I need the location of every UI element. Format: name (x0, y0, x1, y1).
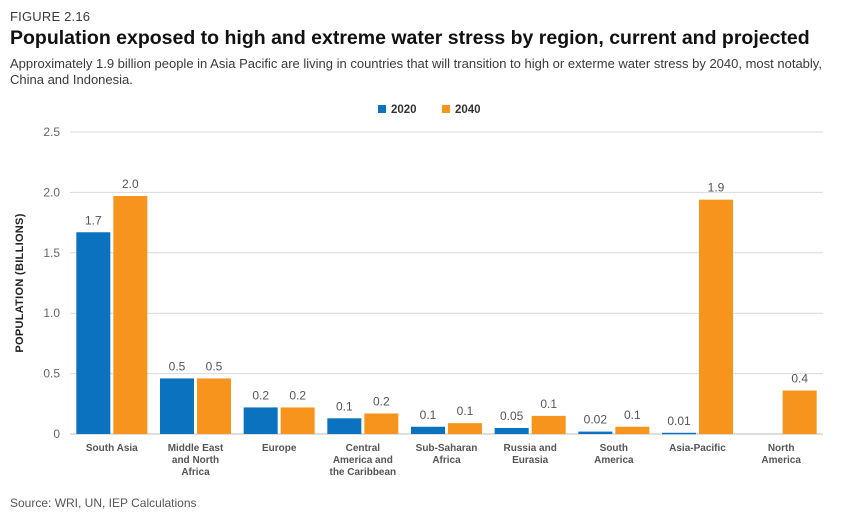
bar-2040 (699, 199, 733, 434)
x-tick-label: Europe (262, 443, 297, 454)
data-label: 0.5 (169, 359, 186, 373)
bar-2040 (364, 413, 399, 434)
data-label: 0.2 (252, 388, 269, 402)
bar-2040 (615, 426, 650, 434)
x-tick-label: South America (594, 443, 634, 466)
bar-2020 (327, 418, 362, 434)
x-tick-label: North America (761, 443, 801, 466)
bar-2020 (662, 432, 696, 435)
data-label: 2.0 (122, 177, 139, 191)
bar-2040 (782, 390, 817, 434)
data-label: 0.02 (584, 413, 608, 427)
data-label: 0.1 (336, 399, 353, 413)
data-label: 0.4 (791, 372, 808, 386)
data-label: 0.5 (206, 359, 223, 373)
legend-label: 2040 (455, 104, 481, 116)
bar-2020 (243, 407, 278, 434)
data-label: 0.01 (667, 414, 691, 428)
y-tick-label: 2.0 (43, 185, 60, 199)
legend-swatch-2040 (442, 105, 450, 113)
x-tick-label: Middle East and North Africa (168, 443, 224, 478)
bar-2020 (411, 426, 445, 434)
bar-2020 (76, 232, 111, 434)
x-tick-label: Central America and the Caribbean (329, 443, 396, 478)
chart-subtitle: Approximately 1.9 billion people in Asia… (10, 56, 822, 87)
data-label: 0.1 (420, 408, 437, 422)
data-label: 0.2 (373, 394, 390, 408)
bar-2020 (578, 431, 613, 434)
source-note: Source: WRI, UN, IEP Calculations (10, 496, 197, 510)
x-tick-label: Asia-Pacific (669, 443, 726, 454)
y-axis-label: POPULATION (BILLIONS) (14, 213, 26, 352)
bar-2020 (494, 427, 529, 434)
y-tick-label: 0 (53, 427, 60, 441)
legend-label: 2020 (391, 104, 417, 116)
data-label: 0.05 (500, 409, 524, 423)
data-label: 1.7 (85, 213, 102, 227)
y-tick-label: 1.0 (43, 306, 60, 320)
data-label: 0.1 (457, 404, 474, 418)
figure-label: FIGURE 2.16 (10, 9, 91, 24)
x-tick-label: South Asia (86, 443, 138, 454)
y-tick-label: 2.5 (43, 125, 60, 139)
bar-2040 (531, 415, 566, 434)
bar-2040 (448, 423, 482, 434)
bar-2040 (197, 378, 231, 434)
data-label: 0.1 (624, 408, 641, 422)
y-tick-label: 0.5 (43, 367, 60, 381)
bar-2020 (160, 378, 194, 434)
data-label: 1.9 (708, 181, 725, 195)
y-tick-label: 1.5 (43, 246, 60, 260)
data-label: 0.1 (540, 397, 557, 411)
chart-title: Population exposed to high and extreme w… (10, 27, 810, 49)
x-tick-label: Sub-Saharan Africa (416, 443, 478, 466)
x-tick-label: Russia and Eurasia (503, 443, 556, 466)
data-label: 0.2 (289, 388, 306, 402)
bar-2040 (280, 407, 315, 434)
bar-2040 (113, 196, 148, 434)
legend-swatch-2020 (378, 105, 386, 113)
